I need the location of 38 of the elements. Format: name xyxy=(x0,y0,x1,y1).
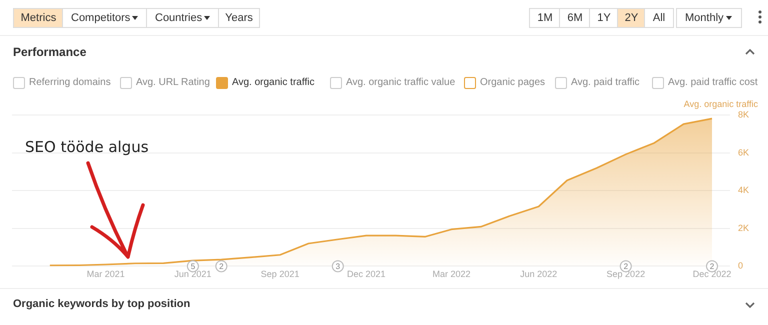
y-tick-label: 8K xyxy=(738,109,750,120)
text: Metrics xyxy=(13,8,64,28)
annotation: 2 xyxy=(710,262,715,271)
y-tick-label: 2K xyxy=(738,222,750,233)
text: 6M xyxy=(559,8,591,28)
text: 1Y xyxy=(589,8,619,28)
y-axis-title: Avg. organic traffic xyxy=(684,99,758,109)
annotation: 3 xyxy=(336,262,341,271)
text: Referring domains xyxy=(29,77,111,89)
chart-title: Performance xyxy=(13,45,86,59)
text: Avg. organic traffic xyxy=(232,77,314,89)
x-tick-label: Dec 2021 xyxy=(347,269,386,280)
annotation: 5 xyxy=(190,262,196,271)
x-tick-label: Dec 2022 xyxy=(692,269,732,280)
text: Avg. organic traffic value xyxy=(346,77,456,89)
x-tick-label: Mar 2021 xyxy=(86,269,125,280)
text: All xyxy=(644,8,674,28)
text: Avg. paid traffic cost xyxy=(668,77,758,89)
y-tick-label: 0 xyxy=(738,260,744,271)
text: Organic pages xyxy=(480,77,546,89)
text: Competitors xyxy=(62,8,148,28)
text: Years xyxy=(218,8,260,28)
text: Organic keywords by top position xyxy=(13,298,190,310)
text: Avg. URL Rating xyxy=(136,77,210,89)
annotation: SEO tööde algus xyxy=(25,138,149,156)
annotation: 2 xyxy=(624,262,629,271)
x-tick-label: Sep 2021 xyxy=(260,269,300,280)
x-tick-label: Sep 2022 xyxy=(606,269,646,280)
text: 1M xyxy=(529,8,561,28)
text: Countries xyxy=(146,8,220,28)
text: Monthly xyxy=(676,8,742,28)
annotation: 2 xyxy=(219,262,224,271)
x-tick-label: Jun 2022 xyxy=(520,269,558,280)
y-tick-label: 4K xyxy=(738,185,750,196)
text: Avg. paid traffic xyxy=(571,77,640,89)
x-tick-label: Mar 2022 xyxy=(432,269,471,280)
text: 2Y xyxy=(617,8,646,28)
y-tick-label: 6K xyxy=(738,147,750,158)
